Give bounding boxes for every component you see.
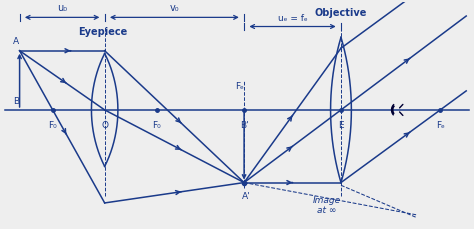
Text: F₀: F₀ [48, 121, 57, 130]
Text: A: A [13, 37, 19, 46]
Text: v₀: v₀ [170, 3, 179, 13]
Text: Fₑ: Fₑ [436, 121, 445, 130]
Text: O: O [101, 121, 108, 130]
Text: Fₑ: Fₑ [235, 82, 244, 91]
Text: B': B' [240, 121, 248, 130]
Text: E: E [338, 121, 344, 130]
Text: F₀: F₀ [152, 121, 161, 130]
Text: B: B [13, 97, 19, 106]
Text: uₑ = fₑ: uₑ = fₑ [278, 14, 308, 23]
Text: Eyepiece: Eyepiece [78, 27, 127, 37]
Text: Objective: Objective [315, 8, 367, 19]
Text: Image
at ∞: Image at ∞ [313, 196, 341, 215]
Text: u₀: u₀ [57, 3, 67, 13]
Text: A': A' [242, 192, 251, 201]
